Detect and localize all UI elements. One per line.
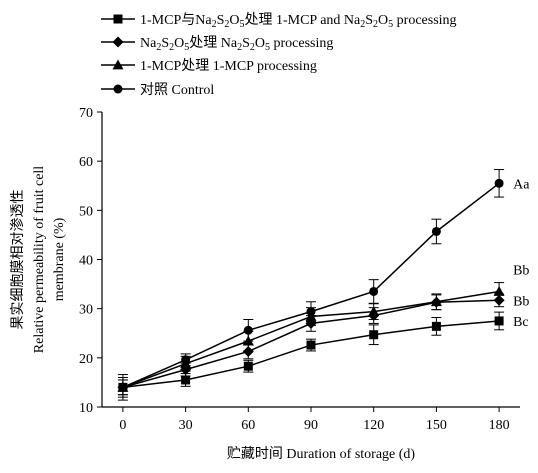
x-tick-label: 30 xyxy=(179,418,193,433)
legend-text: S xyxy=(242,36,250,51)
y-tick-label: 60 xyxy=(79,155,93,170)
data-point-3 xyxy=(493,285,505,296)
legend-subscript: 2 xyxy=(250,42,255,53)
legend-text: O xyxy=(255,36,265,51)
data-point-4 xyxy=(431,226,441,236)
legend-subscript: 2 xyxy=(360,19,365,30)
x-tick-label: 60 xyxy=(241,418,255,433)
series-end-label: Bc xyxy=(513,315,529,330)
legend-text: processing xyxy=(393,13,456,28)
legend-text: O xyxy=(378,13,388,28)
legend-text: 1-MCP处理 1-MCP processing xyxy=(140,58,317,74)
legend-label: 1-MCP处理 1-MCP processing xyxy=(140,58,317,74)
legend-subscript: 5 xyxy=(265,42,270,53)
series-end-label: Bb xyxy=(513,263,529,278)
legend-text: 处理 Na xyxy=(189,35,238,51)
data-point-1 xyxy=(431,321,441,331)
legend-text: processing xyxy=(270,36,333,51)
y-tick-label: 50 xyxy=(79,204,93,219)
legend-subscript: 2 xyxy=(212,19,217,30)
legend-subscript: 2 xyxy=(156,42,161,53)
data-point-1 xyxy=(243,361,253,371)
y-tick-label: 10 xyxy=(79,401,93,416)
data-point-4 xyxy=(494,178,504,188)
x-tick-label: 0 xyxy=(119,418,126,433)
y-axis-label-cn: 果实细胞膜相对渗透性 xyxy=(10,190,26,330)
x-tick-label: 150 xyxy=(426,418,447,433)
legend-label: 对照 Control xyxy=(140,82,214,98)
data-point-4 xyxy=(118,382,128,392)
y-axis-label-en-line1: Relative permeability of fruit cell xyxy=(32,166,47,353)
series-end-label: Bb xyxy=(513,294,529,309)
legend-text: S xyxy=(161,36,169,51)
legend-subscript: 2 xyxy=(237,42,242,53)
legend-text: 1-MCP与Na xyxy=(140,12,212,28)
legend-marker xyxy=(113,84,123,94)
data-point-1 xyxy=(494,316,504,326)
data-point-4 xyxy=(243,325,253,335)
x-tick-label: 120 xyxy=(363,418,384,433)
data-point-4 xyxy=(181,355,191,365)
x-axis-label: 贮藏时间 Duration of storage (d) xyxy=(227,446,416,462)
data-point-4 xyxy=(306,307,316,317)
legend-text: O xyxy=(174,36,184,51)
y-axis-label-en-line2: membrane (%) xyxy=(52,217,67,301)
data-point-3 xyxy=(368,306,380,317)
legend-label: Na2S2O5处理 Na2S2O5 processing xyxy=(140,35,333,53)
series-end-label: Aa xyxy=(513,177,530,192)
series-line-4 xyxy=(122,182,500,389)
y-tick-label: 30 xyxy=(79,303,93,318)
legend-text: Na xyxy=(140,36,157,51)
data-point-1 xyxy=(369,330,379,340)
data-point-1 xyxy=(306,340,316,350)
legend-text: O xyxy=(229,13,239,28)
legend-subscript: 2 xyxy=(169,42,174,53)
y-tick-label: 20 xyxy=(79,352,93,367)
y-tick-label: 70 xyxy=(79,106,93,121)
legend-subscript: 5 xyxy=(184,42,189,53)
data-point-1 xyxy=(181,375,191,385)
data-point-4 xyxy=(369,286,379,296)
data-point-3 xyxy=(430,296,442,307)
legend-subscript: 5 xyxy=(388,19,393,30)
legend-text: 对照 Control xyxy=(140,82,214,98)
legend-text: S xyxy=(365,13,373,28)
legend-marker xyxy=(112,36,124,48)
y-tick-label: 40 xyxy=(79,254,93,269)
legend-text: 处理 1-MCP and Na xyxy=(244,12,361,28)
legend-text: S xyxy=(217,13,225,28)
legend-subscript: 2 xyxy=(373,19,378,30)
legend-marker xyxy=(113,14,123,24)
legend-subscript: 5 xyxy=(239,19,244,30)
x-tick-label: 90 xyxy=(304,418,318,433)
legend-marker xyxy=(112,59,124,70)
legend-label: 1-MCP与Na2S2O5处理 1-MCP and Na2S2O5 proces… xyxy=(140,12,457,30)
x-tick-label: 180 xyxy=(489,418,510,433)
legend-subscript: 2 xyxy=(224,19,229,30)
